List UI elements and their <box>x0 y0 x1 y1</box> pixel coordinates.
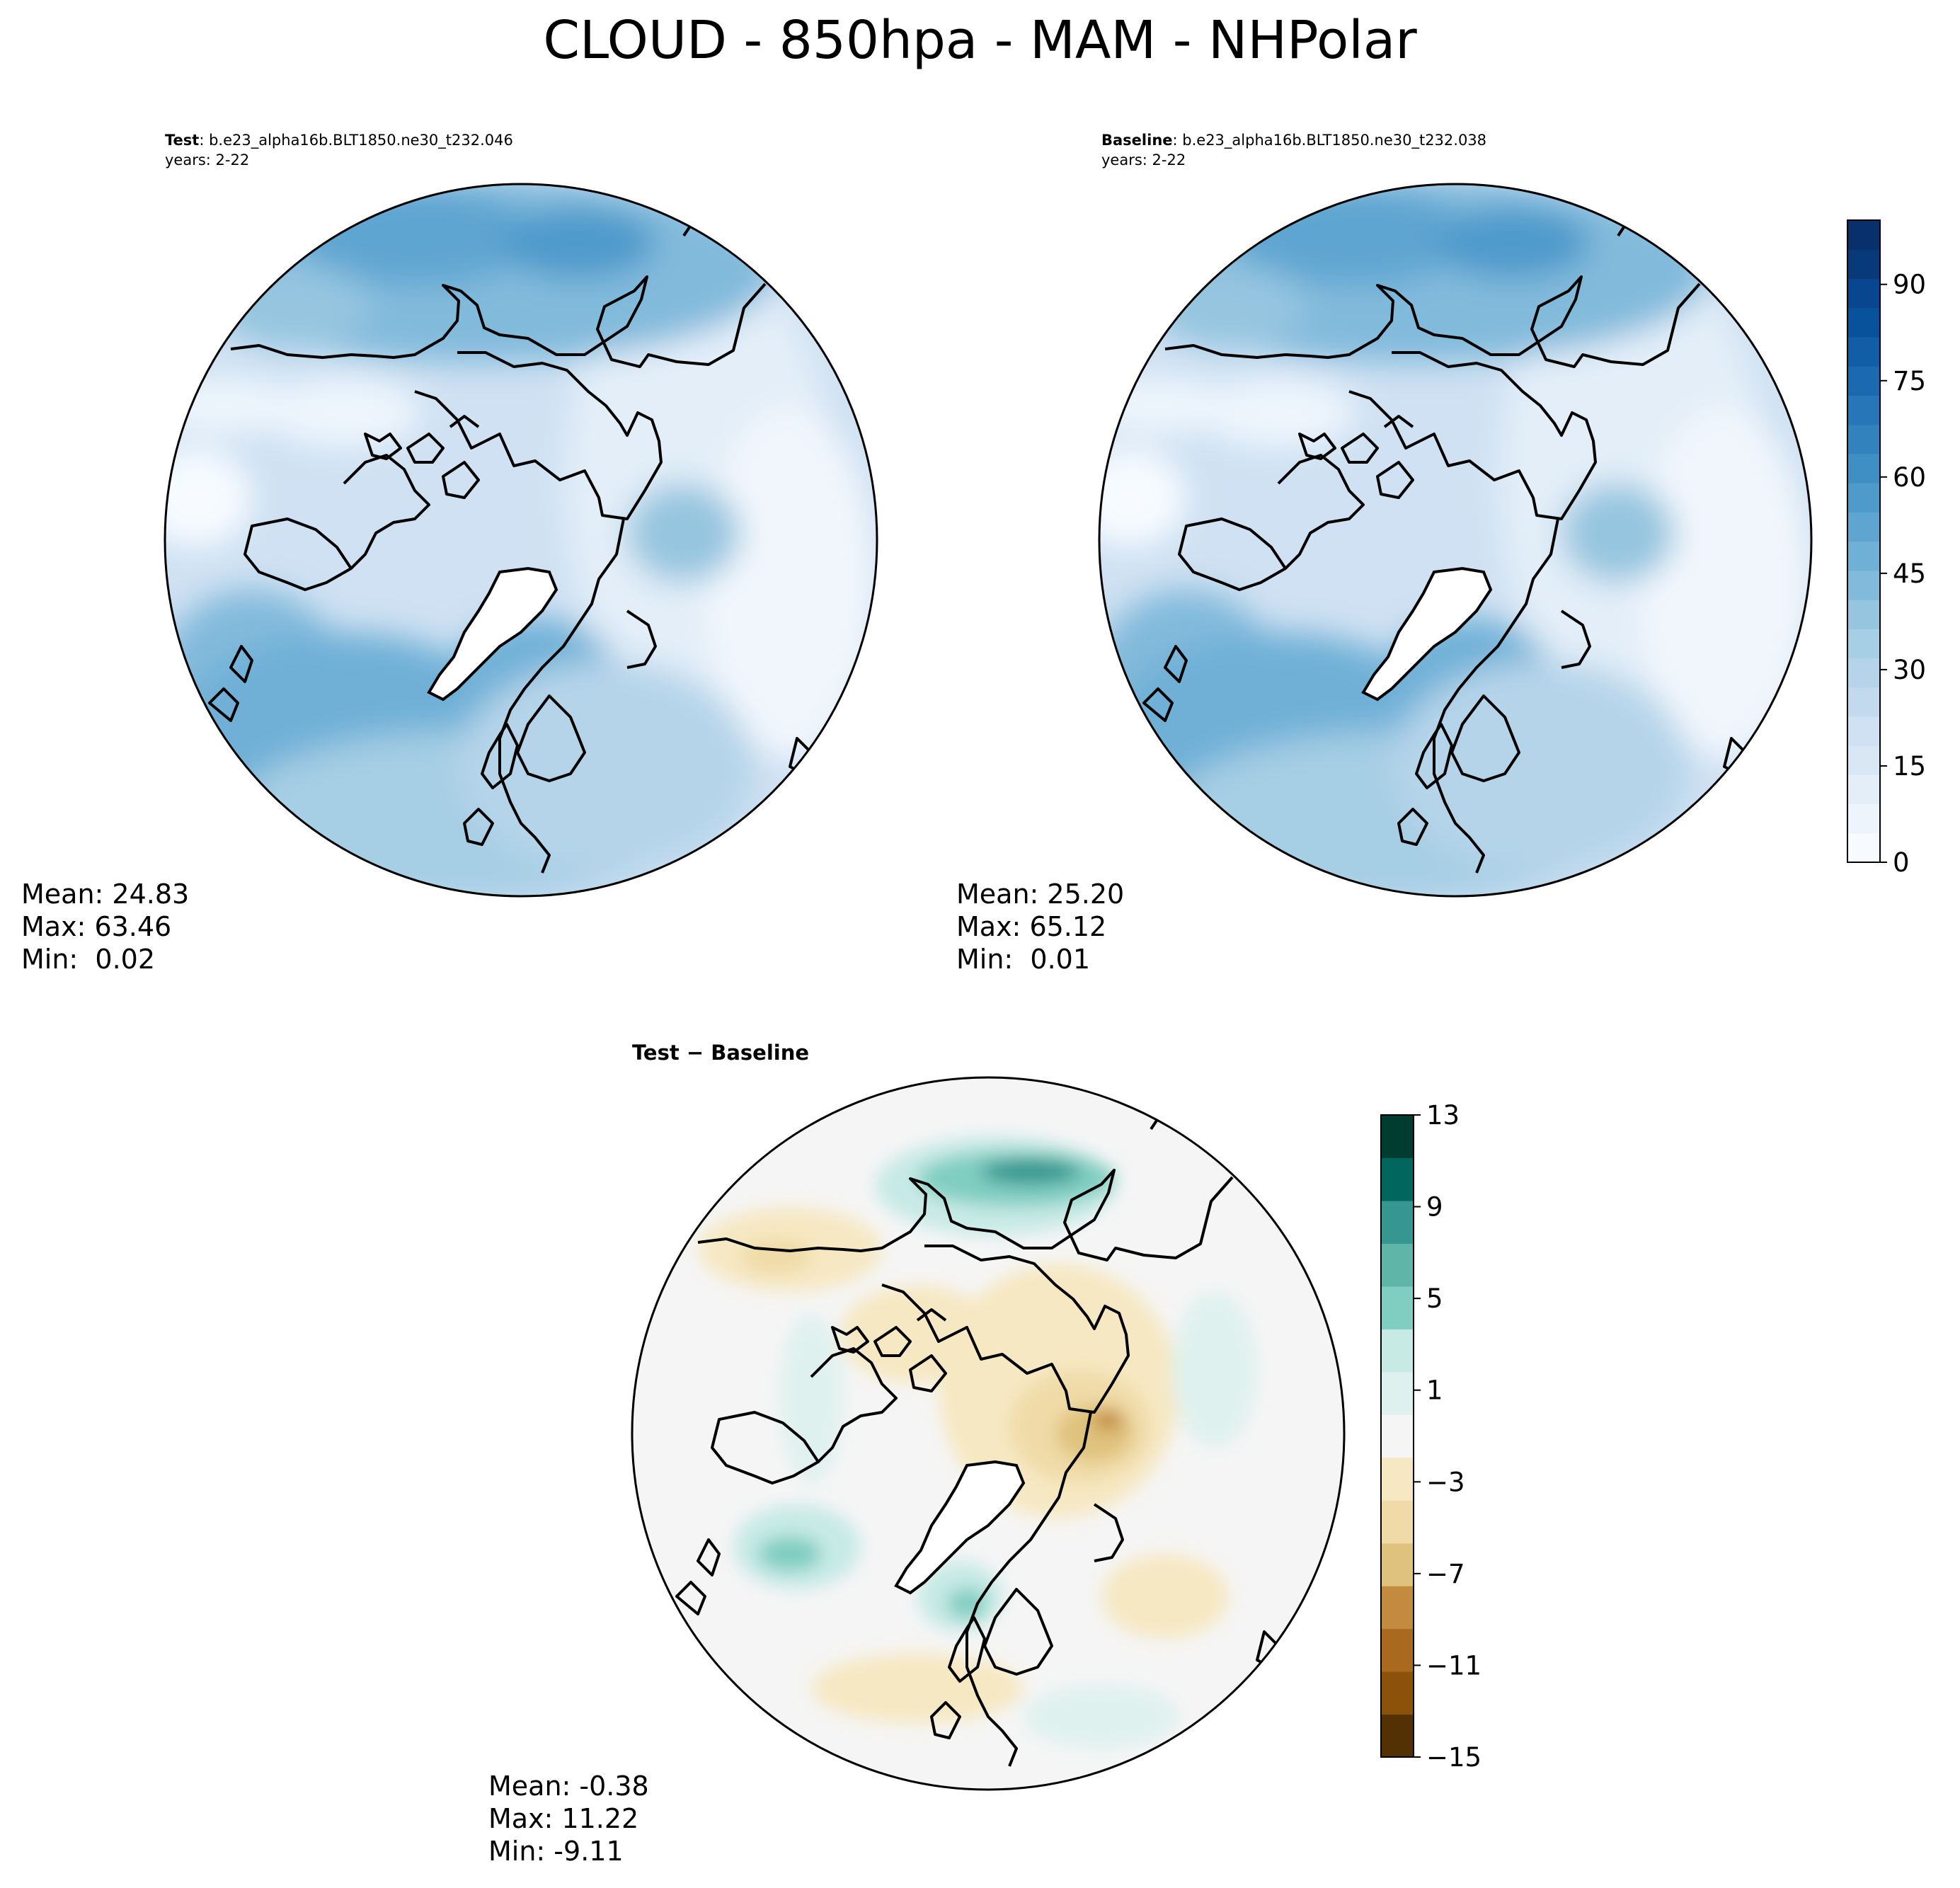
cloud-colorbar-segment <box>1847 658 1880 688</box>
cloud-colorbar-segment <box>1847 512 1880 542</box>
baseline-label: Baseline <box>1101 132 1173 149</box>
diff-map-boundary <box>631 1076 1346 1791</box>
test-min: Min: 0.02 <box>21 944 155 975</box>
cloud-colorbar-segment <box>1847 570 1880 600</box>
diff-colorbar: 13 9 5 1 −3 −7 −11 −15 <box>1380 1100 1482 1773</box>
diff-colorbar-segment <box>1381 1243 1414 1287</box>
baseline-panel-title: Baseline: b.e23_alpha16b.BLT1850.ne30_t2… <box>1101 130 1486 170</box>
figure-title: CLOUD - 850hpa - MAM - NHPolar <box>543 10 1417 71</box>
cloud-colorbar-segment <box>1847 483 1880 513</box>
baseline-mean: Mean: 25.20 <box>956 879 1125 910</box>
cloud-colorbar-segment <box>1847 424 1880 454</box>
diff-colorbar-segment <box>1381 1671 1414 1715</box>
diff-max: Max: 11.22 <box>488 1803 639 1834</box>
diff-colorbar-segment <box>1381 1457 1414 1501</box>
test-panel-title: Test: b.e23_alpha16b.BLT1850.ne30_t232.0… <box>165 130 513 170</box>
diff-map <box>631 1076 1346 1791</box>
diff-colorbar-tick-label: 5 <box>1426 1283 1443 1314</box>
diff-min: Min: -9.11 <box>488 1836 624 1867</box>
cloud-colorbar-segment <box>1847 366 1880 396</box>
cloud-colorbar-tick-label: 15 <box>1893 751 1926 782</box>
baseline-years: years: 2-22 <box>1101 151 1186 168</box>
diff-colorbar-tick-label: −3 <box>1426 1467 1465 1497</box>
cloud-colorbar-segment <box>1847 687 1880 717</box>
baseline-case-name: : b.e23_alpha16b.BLT1850.ne30_t232.038 <box>1172 132 1487 149</box>
diff-colorbar-segment <box>1381 1714 1414 1758</box>
test-stats: Mean: 24.83 Max: 63.46 Min: 0.02 <box>21 878 189 976</box>
cloud-colorbar-tick-label: 45 <box>1893 559 1926 589</box>
diff-mean: Mean: -0.38 <box>488 1770 649 1802</box>
test-max: Max: 63.46 <box>21 911 172 942</box>
cloud-colorbar-segment <box>1847 803 1880 834</box>
cloud-colorbar-segment <box>1847 745 1880 775</box>
diff-colorbar-tick-label: −15 <box>1426 1742 1482 1773</box>
test-map-boundary <box>164 183 878 898</box>
baseline-map <box>1098 183 1813 898</box>
diff-colorbar-tick-label: −7 <box>1426 1559 1465 1589</box>
cloud-colorbar: 0 15 30 45 60 75 90 <box>1847 219 1926 878</box>
diff-colorbar-tick-label: 13 <box>1426 1100 1460 1131</box>
cloud-colorbar-segment <box>1847 541 1880 571</box>
cloud-colorbar-segment <box>1847 336 1880 367</box>
diff-colorbar-segment <box>1381 1371 1414 1415</box>
diff-colorbar-segment <box>1381 1414 1414 1458</box>
diff-colorbar-tick-label: 9 <box>1426 1192 1443 1223</box>
diff-colorbar-segment <box>1381 1586 1414 1630</box>
cloud-colorbar-segment <box>1847 307 1880 338</box>
cloud-colorbar-segment <box>1847 629 1880 659</box>
diff-colorbar-segment <box>1381 1543 1414 1586</box>
diff-panel-title: Test − Baseline <box>632 1041 810 1065</box>
baseline-map-boundary <box>1098 183 1813 898</box>
cloud-colorbar-tick-label: 60 <box>1893 462 1926 493</box>
cloud-colorbar-segment <box>1847 249 1880 280</box>
diff-colorbar-segment <box>1381 1157 1414 1201</box>
baseline-min: Min: 0.01 <box>956 944 1090 975</box>
cloud-colorbar-segment <box>1847 774 1880 805</box>
diff-colorbar-segment <box>1381 1200 1414 1244</box>
cloud-colorbar-tick-label: 75 <box>1893 366 1926 396</box>
test-map <box>164 183 878 898</box>
baseline-max: Max: 65.12 <box>956 911 1107 942</box>
diff-stats: Mean: -0.38 Max: 11.22 Min: -9.11 <box>488 1770 649 1867</box>
diff-colorbar-segment <box>1381 1329 1414 1373</box>
test-years: years: 2-22 <box>165 151 250 168</box>
diff-colorbar-segment <box>1381 1628 1414 1672</box>
diff-colorbar-frame <box>1380 1114 1414 1758</box>
cloud-colorbar-tick-label: 30 <box>1893 655 1926 685</box>
cloud-colorbar-segment <box>1847 599 1880 629</box>
diff-colorbar-tick-label: 1 <box>1426 1375 1443 1406</box>
cloud-colorbar-segment <box>1847 453 1880 484</box>
cloud-colorbar-segment <box>1847 220 1880 250</box>
diff-colorbar-segment <box>1381 1286 1414 1329</box>
diff-colorbar-tick-label: −11 <box>1426 1650 1482 1681</box>
cloud-colorbar-frame <box>1847 219 1881 863</box>
diff-colorbar-segment <box>1381 1115 1414 1159</box>
test-label: Test <box>165 132 200 149</box>
test-case-name: : b.e23_alpha16b.BLT1850.ne30_t232.046 <box>199 132 513 149</box>
test-mean: Mean: 24.83 <box>21 879 190 910</box>
cloud-colorbar-segment <box>1847 716 1880 746</box>
cloud-colorbar-tick-label: 90 <box>1893 270 1926 300</box>
diff-colorbar-segment <box>1381 1500 1414 1544</box>
baseline-stats: Mean: 25.20 Max: 65.12 Min: 0.01 <box>956 878 1124 976</box>
cloud-colorbar-segment <box>1847 278 1880 309</box>
cloud-colorbar-segment <box>1847 833 1880 863</box>
cloud-colorbar-tick-label: 0 <box>1893 847 1910 878</box>
cloud-colorbar-segment <box>1847 395 1880 425</box>
